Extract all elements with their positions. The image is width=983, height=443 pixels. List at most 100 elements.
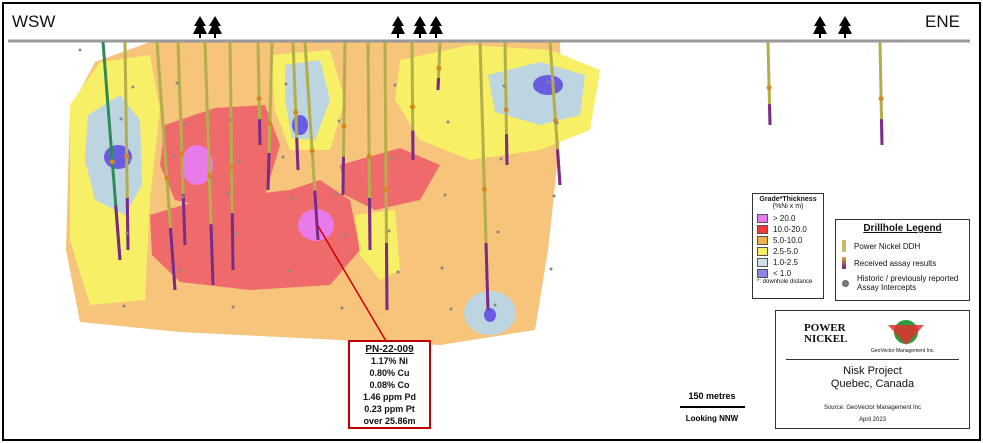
grade-label: 1.0-2.5 <box>773 258 798 267</box>
dh-icon <box>842 257 846 269</box>
callout-line: 1.17% Ni <box>370 356 409 366</box>
grade-row: > 20.0 <box>757 213 819 224</box>
intercept <box>313 190 320 241</box>
callout-title: PN-22-009 <box>365 344 414 355</box>
historic-point <box>172 154 176 158</box>
divider <box>786 359 959 360</box>
historic-point <box>228 118 232 122</box>
assay <box>341 123 347 129</box>
grade-swatch <box>757 225 768 235</box>
logo-power: POWER <box>804 322 846 334</box>
scale-label: 150 metres <box>688 391 735 401</box>
grade-legend: Grade*Thickness (%Ni x m) > 20.0 10.0-20.… <box>752 193 824 299</box>
historic-point <box>284 82 288 86</box>
dh-label: Received assay results <box>854 258 937 268</box>
historic-point <box>178 268 182 272</box>
tree-trunk <box>844 34 846 38</box>
intercept <box>768 104 772 126</box>
historic-point <box>546 80 550 84</box>
assay <box>383 186 389 192</box>
grade-row: 10.0-20.0 <box>757 224 819 235</box>
historic-point <box>334 192 338 196</box>
tree <box>813 16 827 34</box>
assay <box>179 151 185 157</box>
intercept <box>169 227 177 291</box>
tree-trunk <box>819 34 821 38</box>
left-label: WSW <box>12 12 55 31</box>
intercept <box>505 134 509 166</box>
tree <box>208 16 222 34</box>
zone-1-2 <box>488 62 585 125</box>
tree <box>838 16 852 34</box>
intercept <box>230 212 235 271</box>
tree-trunk <box>214 34 216 38</box>
intercept <box>484 242 490 311</box>
historic-point <box>446 120 450 124</box>
drillhole-legend: Drillhole Legend Power Nickel DDH Receive… <box>835 219 970 301</box>
power-nickel-logo: POWER NICKEL <box>804 323 847 345</box>
historic-point <box>502 84 506 88</box>
drillholes <box>78 41 884 311</box>
historic-point <box>281 155 285 159</box>
grade-label: 2.5-5.0 <box>773 247 798 256</box>
zone-lt1 <box>484 308 496 322</box>
assay <box>766 85 772 91</box>
tree-trunk <box>199 34 201 38</box>
assay <box>309 148 315 154</box>
geovector-name: GeoVector Management Inc. <box>871 348 935 354</box>
drillhole-title: Drillhole Legend <box>863 223 942 234</box>
tree-trunk <box>435 34 437 38</box>
historic-point <box>443 193 447 197</box>
intercept <box>258 119 262 146</box>
logo-triangle <box>888 325 924 345</box>
zone-10-20 <box>340 148 440 210</box>
historic-point <box>337 119 341 123</box>
dh-label: Power Nickel DDH <box>854 241 921 251</box>
intercept <box>125 197 130 251</box>
callout-line: 0.80% Cu <box>369 368 410 378</box>
historic-point <box>131 85 135 89</box>
historic-point <box>390 156 394 160</box>
assay <box>267 120 273 126</box>
grade-title: Grade*Thickness <box>759 196 817 203</box>
grade-row: 1.0-2.5 <box>757 257 819 268</box>
historic-point <box>387 229 391 233</box>
callout-line: 1.46 ppm Pd <box>362 392 416 402</box>
assay <box>256 96 262 102</box>
historic-point <box>181 195 185 199</box>
tree <box>429 16 443 34</box>
dh-row: Historic / previously reported Assay Int… <box>842 274 963 292</box>
historic-point <box>119 117 123 121</box>
historic-point <box>225 191 229 195</box>
historic-point <box>555 121 559 125</box>
tree-trunk <box>397 34 399 38</box>
historic-point <box>78 48 82 52</box>
historic-point <box>290 196 294 200</box>
historic-point <box>440 266 444 270</box>
dh-icon <box>842 240 846 252</box>
callout: PN-22-009 1.17% Ni 0.80% Cu 0.08% Co 1.46 p… <box>348 340 431 429</box>
zone-10-20 <box>160 105 280 210</box>
historic-point <box>231 305 235 309</box>
callout-line: 0.23 ppm Pt <box>364 404 415 414</box>
source: Source: GeoVector Management Inc <box>823 405 922 411</box>
historic-point <box>175 81 179 85</box>
grade-unit: (%Ni x m) <box>772 203 804 210</box>
historic-point <box>499 157 503 161</box>
trees <box>193 16 852 38</box>
historic-point <box>549 267 553 271</box>
zone-lt1 <box>292 115 308 135</box>
intercept <box>341 156 345 196</box>
historic-point <box>184 122 188 126</box>
tree <box>391 16 405 34</box>
historic-point <box>496 230 500 234</box>
historic-point <box>128 158 132 162</box>
assay <box>229 164 235 170</box>
historic-point <box>234 232 238 236</box>
intercept <box>114 205 122 261</box>
historic-point <box>552 194 556 198</box>
right-label: ENE <box>925 12 960 31</box>
historic-point <box>343 233 347 237</box>
assay <box>436 65 442 71</box>
